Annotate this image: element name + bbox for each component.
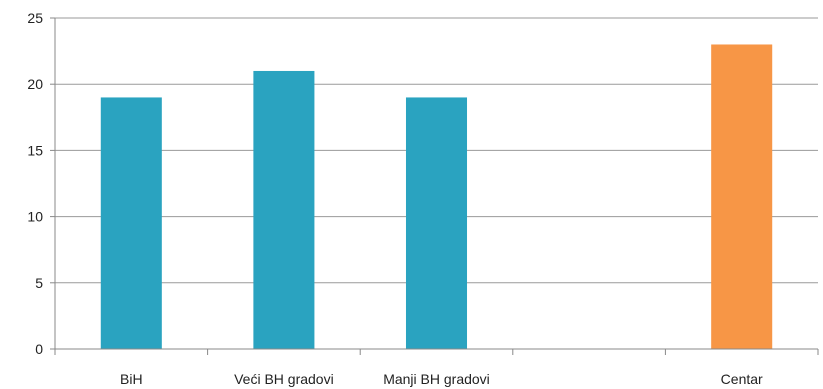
x-axis-labels: BiH Veći BH gradovi Manji BH gradovi Centar	[120, 371, 763, 387]
x-tick-label: BiH	[120, 371, 143, 387]
y-tick-label: 0	[35, 341, 43, 357]
bars	[100, 44, 773, 350]
bar	[100, 97, 162, 349]
x-tick-label: Manji BH gradovi	[383, 371, 490, 387]
y-tick-label: 5	[35, 275, 43, 291]
y-tick-label: 25	[27, 10, 43, 26]
bar	[405, 97, 468, 349]
y-tick-label: 15	[27, 142, 43, 158]
x-axis	[54, 348, 819, 355]
x-tick-label: Veći BH gradovi	[234, 371, 334, 387]
bar	[253, 70, 315, 350]
y-tick-label: 20	[27, 76, 43, 92]
y-tick-label: 10	[27, 209, 43, 225]
x-tick-label: Centar	[721, 371, 763, 387]
y-axis-ticks: 0 5 10 15 20 25	[27, 10, 56, 357]
bar	[711, 44, 773, 349]
